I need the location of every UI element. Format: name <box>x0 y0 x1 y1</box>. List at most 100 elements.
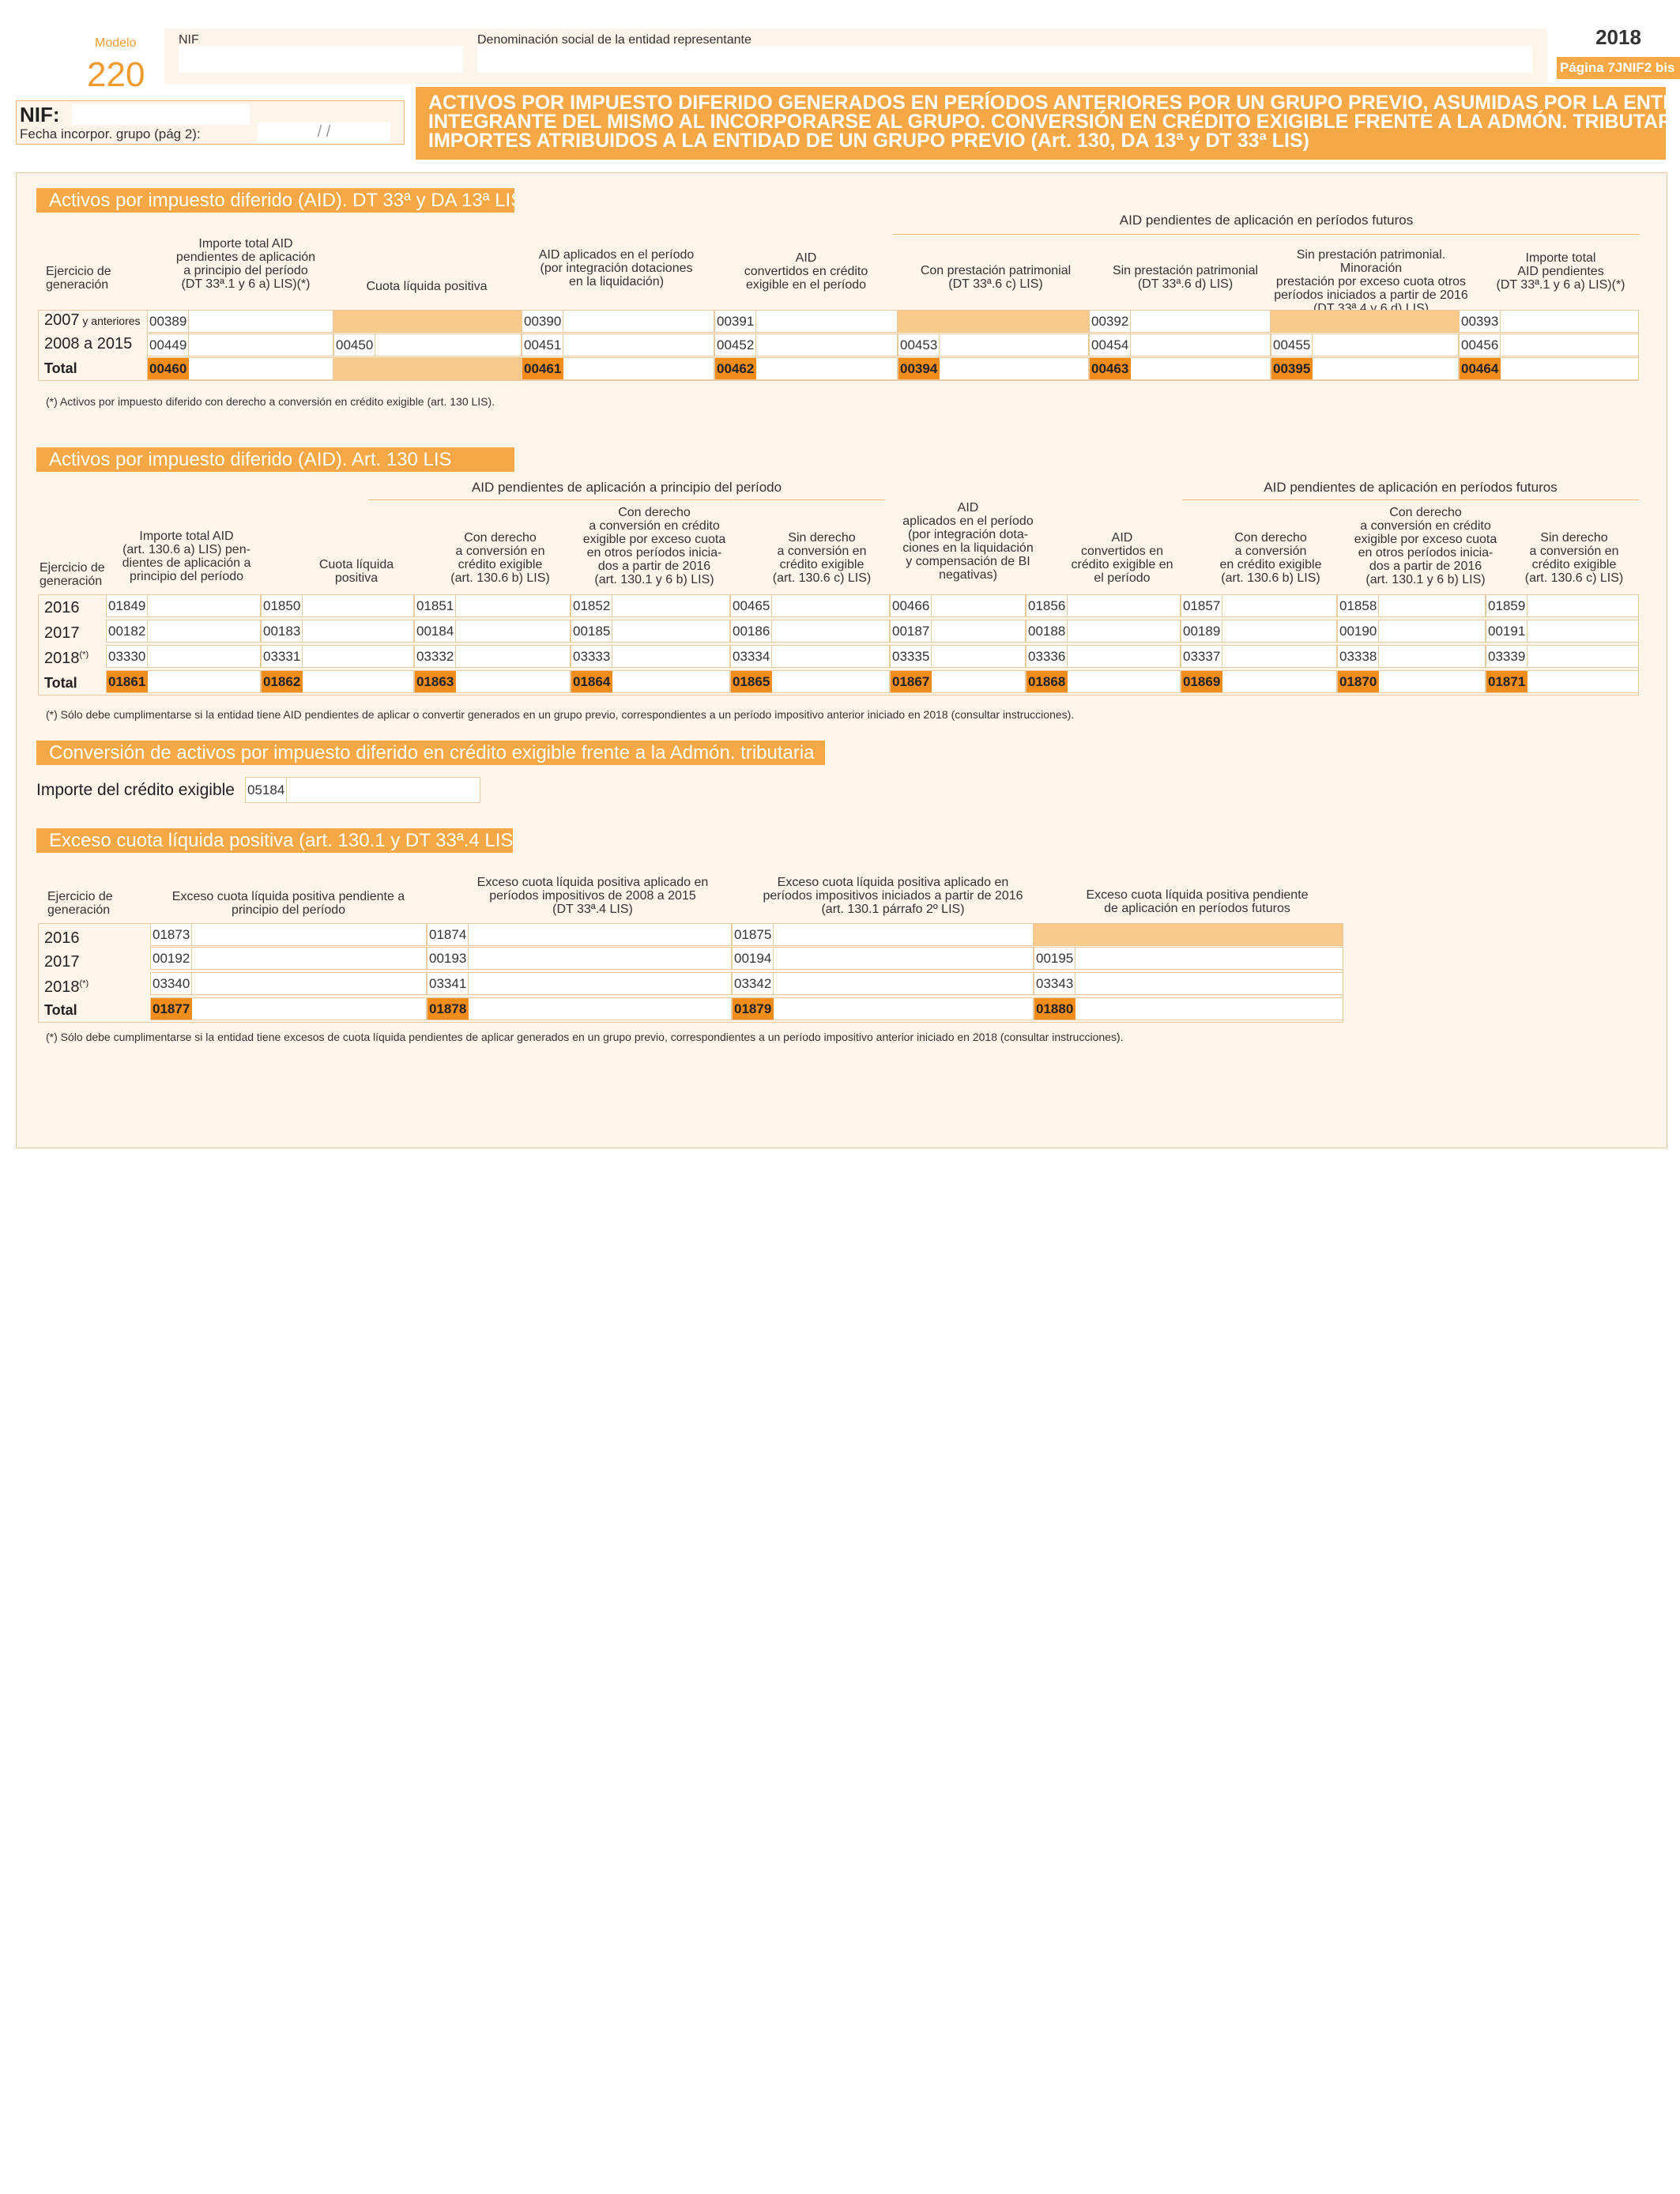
sec4-cell[interactable]: 03341 <box>427 972 732 995</box>
sec2-title: Activos por impuesto diferido (AID). Art… <box>36 447 514 472</box>
sec1-cell[interactable]: 00390 <box>522 310 714 333</box>
sec1-cell[interactable]: 00450 <box>333 334 522 356</box>
sec2-cell[interactable]: 00184 <box>414 620 571 643</box>
sec2-total-cell[interactable]: 01861 <box>106 670 261 693</box>
sec1-total-cell[interactable]: 00460 <box>147 357 333 380</box>
nif-main-input[interactable] <box>72 104 250 125</box>
sec4-code: 01878 <box>428 998 469 1020</box>
sec2-cell[interactable]: 00187 <box>890 620 1026 643</box>
sec4-cell[interactable]: 00192 <box>150 947 427 970</box>
sec2-cell[interactable]: 01852 <box>571 594 730 617</box>
sec1-cell[interactable]: 00392 <box>1089 310 1271 333</box>
sec4-cell[interactable]: 01873 <box>150 923 427 946</box>
sec2-code: 03335 <box>891 646 932 667</box>
sec2-cell[interactable]: 01849 <box>106 594 261 617</box>
sec2-cell[interactable]: 01851 <box>414 594 571 617</box>
sec2-cell[interactable]: 03336 <box>1026 645 1181 668</box>
nif-big-label: NIF: <box>20 103 60 126</box>
sec2-cell[interactable]: 00190 <box>1337 620 1486 643</box>
sec1-total-cell[interactable]: 00395 <box>1271 357 1459 380</box>
credito-exigible-field[interactable]: 05184 <box>245 777 480 803</box>
sec4-cell-disabled <box>1034 923 1343 946</box>
sec1-cell[interactable]: 00449 <box>147 334 333 356</box>
sec1-cell[interactable]: 00393 <box>1459 310 1639 333</box>
sec2-total-cell[interactable]: 01863 <box>414 670 571 693</box>
sec1-total-cell[interactable]: 00464 <box>1459 357 1639 380</box>
sec2-cell[interactable]: 00466 <box>890 594 1026 617</box>
sec1-cell[interactable]: 00453 <box>898 334 1089 356</box>
sec2-code: 01852 <box>571 595 613 616</box>
sec1-cell[interactable]: 00455 <box>1271 334 1459 356</box>
sec4-cell[interactable]: 01874 <box>427 923 732 946</box>
sec4-cell[interactable]: 03343 <box>1034 972 1343 995</box>
sec1-cell[interactable]: 00391 <box>714 310 898 333</box>
sec1-total-cell[interactable]: 00461 <box>522 357 714 380</box>
sec1-total-cell[interactable]: 00462 <box>714 357 898 380</box>
sec1-group-rule <box>893 234 1640 235</box>
sec2-total-cell[interactable]: 01867 <box>890 670 1026 693</box>
sec2-cell[interactable]: 00183 <box>261 620 414 643</box>
sec2-cell[interactable]: 03331 <box>261 645 414 668</box>
sec1-cell[interactable]: 00452 <box>714 334 898 356</box>
sec1-cell[interactable]: 00454 <box>1089 334 1271 356</box>
sec2-total-cell[interactable]: 01865 <box>730 670 890 693</box>
sec2-cell[interactable]: 00191 <box>1486 620 1639 643</box>
sec4-cell[interactable]: 00194 <box>732 947 1034 970</box>
header-box: NIF Denominación social de la entidad re… <box>164 28 1547 84</box>
sec2-cell[interactable]: 03339 <box>1486 645 1639 668</box>
sec2-cell[interactable]: 00188 <box>1026 620 1181 643</box>
sec2-cell[interactable]: 01850 <box>261 594 414 617</box>
sec2-total-cell[interactable]: 01870 <box>1337 670 1486 693</box>
sec4-total-cell[interactable]: 01880 <box>1034 997 1343 1020</box>
sec4-total-cell[interactable]: 01877 <box>150 997 427 1020</box>
title-line-1: ACTIVOS POR IMPUESTO DIFERIDO GENERADOS … <box>428 92 1680 114</box>
sec1-cell[interactable]: 00456 <box>1459 334 1639 356</box>
sec2-cell[interactable]: 03334 <box>730 645 890 668</box>
sec2-total-cell[interactable]: 01864 <box>571 670 730 693</box>
sec2-cell[interactable]: 01859 <box>1486 594 1639 617</box>
sec2-total-cell[interactable]: 01868 <box>1026 670 1181 693</box>
sec4-cell[interactable]: 00195 <box>1034 947 1343 970</box>
sec2-cell[interactable]: 00189 <box>1181 620 1337 643</box>
sec2-cell[interactable]: 03332 <box>414 645 571 668</box>
sec2-cell[interactable]: 03330 <box>106 645 261 668</box>
sec2-total-cell[interactable]: 01869 <box>1181 670 1337 693</box>
sec4-cell[interactable]: 03340 <box>150 972 427 995</box>
denominacion-input[interactable] <box>477 46 1532 73</box>
sec2-total-cell[interactable]: 01871 <box>1486 670 1639 693</box>
sec2-cell[interactable]: 00465 <box>730 594 890 617</box>
sec4-total-cell[interactable]: 01879 <box>732 997 1034 1020</box>
sec2-cell[interactable]: 01858 <box>1337 594 1486 617</box>
sec2-cell[interactable]: 03338 <box>1337 645 1486 668</box>
nif-input[interactable] <box>179 46 463 73</box>
fecha-input[interactable]: / / <box>258 123 390 143</box>
sec4-total-cell[interactable]: 01878 <box>427 997 732 1020</box>
sec1-cell[interactable]: 00389 <box>147 310 333 333</box>
sec1-cell[interactable]: 00451 <box>522 334 714 356</box>
sec2-cell[interactable]: 00186 <box>730 620 890 643</box>
sec4-h-1: Exceso cuota líquida positiva pendiente … <box>171 890 405 917</box>
sec1-row-label: 2008 a 2015 <box>44 335 133 352</box>
sec2-cell[interactable]: 00182 <box>106 620 261 643</box>
sec2-code: 00182 <box>107 620 149 642</box>
sec1-row-label: 2007 y anteriores <box>44 311 141 330</box>
sec2-cell[interactable]: 03337 <box>1181 645 1337 668</box>
sec2-cell[interactable]: 00185 <box>571 620 730 643</box>
sec1-h-convertidos: AID convertidos en crédito exigible en e… <box>744 251 868 292</box>
sec2-cell[interactable]: 01857 <box>1181 594 1337 617</box>
sec2-cell[interactable]: 03335 <box>890 645 1026 668</box>
sec1-title: Activos por impuesto diferido (AID). DT … <box>36 188 514 213</box>
sec2-code: 03331 <box>262 646 303 667</box>
sec4-cell[interactable]: 03342 <box>732 972 1034 995</box>
sec1-code: 00462 <box>715 358 757 379</box>
sec1-total-cell[interactable]: 00463 <box>1089 357 1271 380</box>
sec2-cell[interactable]: 03333 <box>571 645 730 668</box>
sec1-group-header: AID pendientes de aplicación en períodos… <box>1119 213 1414 228</box>
sec4-cell[interactable]: 01875 <box>732 923 1034 946</box>
sec2-total-cell[interactable]: 01862 <box>261 670 414 693</box>
sec2-cell[interactable]: 01856 <box>1026 594 1181 617</box>
sec4-cell[interactable]: 00193 <box>427 947 732 970</box>
sec1-total-cell[interactable]: 00394 <box>898 357 1089 380</box>
sec2-row-label: 2016 <box>44 599 80 617</box>
sec2-code: 03338 <box>1338 646 1380 667</box>
